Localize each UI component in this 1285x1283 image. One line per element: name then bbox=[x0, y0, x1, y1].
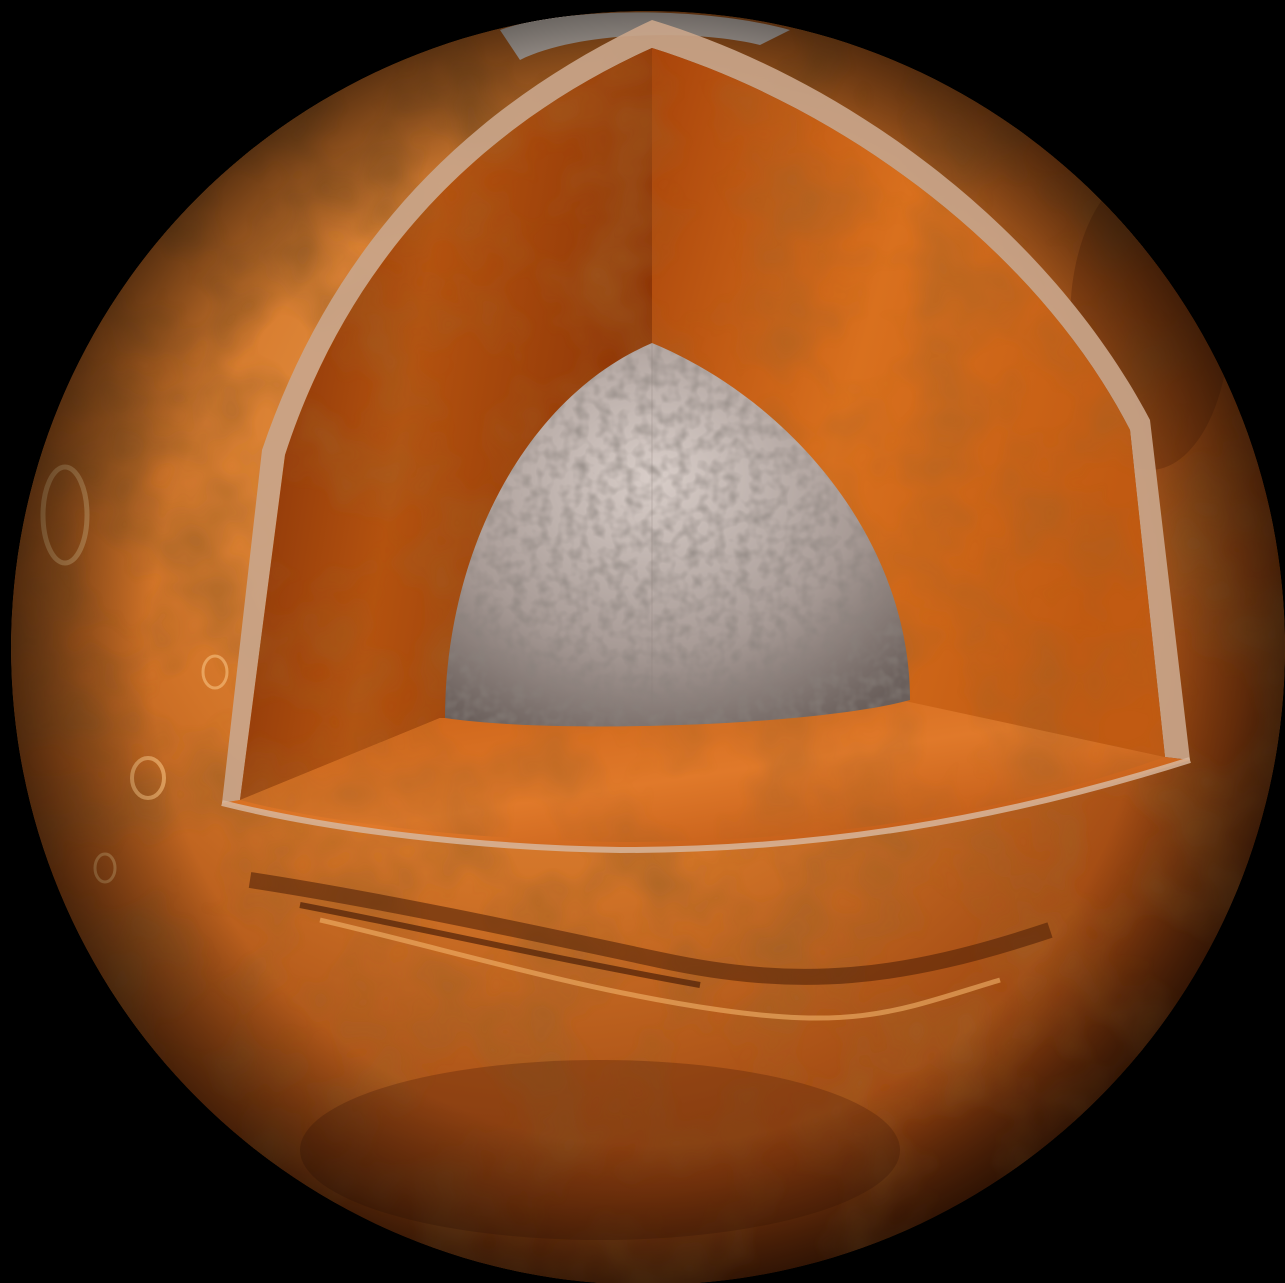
crust-edge-right bbox=[652, 20, 1190, 760]
crust-edge-bottom bbox=[221, 757, 1191, 854]
crust-edge-left bbox=[222, 20, 652, 803]
